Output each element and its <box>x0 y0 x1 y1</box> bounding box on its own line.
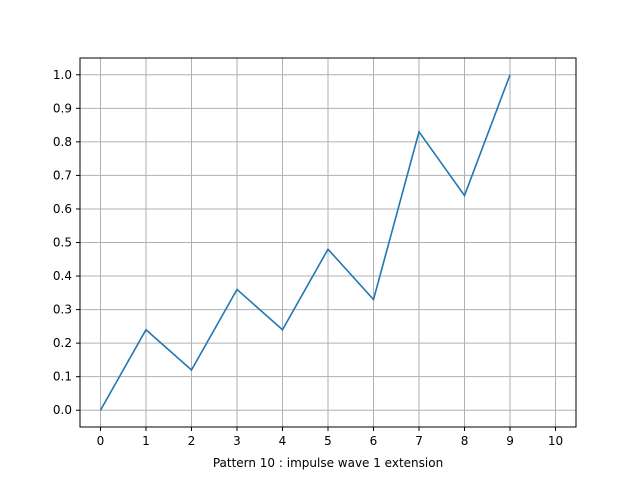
y-tick-label: 0.9 <box>53 101 72 115</box>
grid <box>80 58 576 427</box>
x-tick-label: 8 <box>461 434 469 448</box>
y-tick-label: 0.6 <box>53 202 72 216</box>
series-line <box>99 74 511 411</box>
series-layer <box>99 74 511 411</box>
x-tick-label: 4 <box>279 434 287 448</box>
y-tick-label: 0.4 <box>53 269 72 283</box>
y-tick-label: 0.8 <box>53 135 72 149</box>
y-axis-ticks: 0.0 0.1 0.2 0.3 0.4 0.5 0.6 0.7 0.8 0.9 1.0 <box>53 68 80 417</box>
y-tick-label: 0.3 <box>53 303 72 317</box>
y-tick-label: 0.2 <box>53 336 72 350</box>
x-tick-label: 2 <box>188 434 196 448</box>
x-tick-label: 0 <box>97 434 105 448</box>
x-tick-label: 5 <box>324 434 332 448</box>
x-tick-label: 9 <box>506 434 514 448</box>
y-tick-label: 0.7 <box>53 168 72 182</box>
y-tick-label: 0.0 <box>53 403 72 417</box>
x-axis-ticks: 0 1 2 3 4 5 6 7 8 9 10 <box>97 427 563 448</box>
x-tick-label: 6 <box>370 434 378 448</box>
y-tick-label: 0.1 <box>53 370 72 384</box>
x-tick-label: 10 <box>548 434 563 448</box>
y-tick-label: 1.0 <box>53 68 72 82</box>
x-tick-label: 7 <box>415 434 423 448</box>
x-tick-label: 3 <box>233 434 241 448</box>
x-axis-title: Pattern 10 : impulse wave 1 extension <box>213 456 443 470</box>
x-tick-label: 1 <box>142 434 150 448</box>
y-tick-label: 0.5 <box>53 236 72 250</box>
